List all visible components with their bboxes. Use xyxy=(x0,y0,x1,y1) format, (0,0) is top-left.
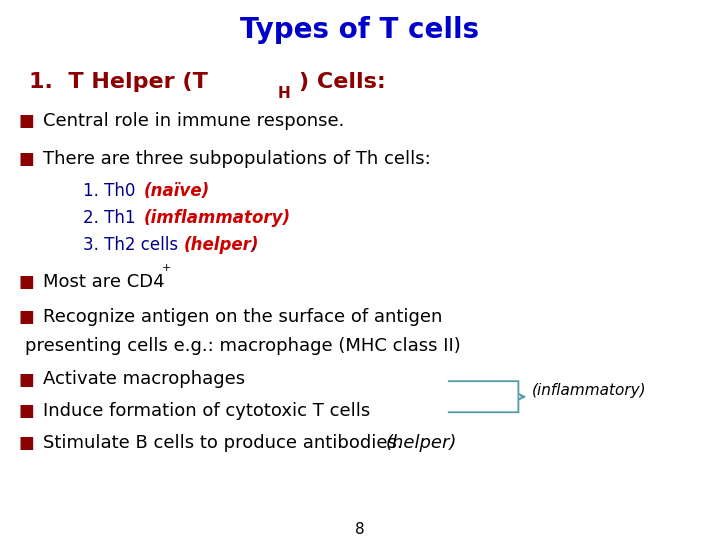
Text: ■: ■ xyxy=(18,308,34,326)
Text: (naïve): (naïve) xyxy=(144,182,210,200)
Text: ■: ■ xyxy=(18,402,34,420)
Text: H: H xyxy=(277,86,290,100)
Text: Recognize antigen on the surface of antigen: Recognize antigen on the surface of anti… xyxy=(43,308,443,326)
Text: ■: ■ xyxy=(18,150,34,168)
Text: (helper): (helper) xyxy=(184,235,259,254)
Text: 2. Th1: 2. Th1 xyxy=(83,209,140,227)
Text: 8: 8 xyxy=(355,522,365,537)
Text: 1.  T Helper (T: 1. T Helper (T xyxy=(29,72,207,92)
Text: ■: ■ xyxy=(18,112,34,131)
Text: (inflammatory): (inflammatory) xyxy=(531,383,646,399)
Text: Stimulate B cells to produce antibodies.: Stimulate B cells to produce antibodies. xyxy=(43,434,402,451)
Text: ■: ■ xyxy=(18,273,34,291)
Text: .: . xyxy=(250,235,255,254)
Text: ■: ■ xyxy=(18,370,34,388)
Text: (helper): (helper) xyxy=(386,434,457,451)
Text: Activate macrophages: Activate macrophages xyxy=(43,370,246,388)
Text: Induce formation of cytotoxic T cells: Induce formation of cytotoxic T cells xyxy=(43,402,371,420)
Text: Central role in immune response.: Central role in immune response. xyxy=(43,112,345,131)
Text: Types of T cells: Types of T cells xyxy=(240,16,480,44)
Text: +: + xyxy=(162,264,171,273)
Text: 3. Th2 cells: 3. Th2 cells xyxy=(83,235,183,254)
Text: ■: ■ xyxy=(18,434,34,451)
Text: presenting cells e.g.: macrophage (MHC class II): presenting cells e.g.: macrophage (MHC c… xyxy=(25,338,461,355)
Text: (imflammatory): (imflammatory) xyxy=(144,209,291,227)
Text: 1. Th0: 1. Th0 xyxy=(83,182,140,200)
Text: Most are CD4: Most are CD4 xyxy=(43,273,165,291)
Text: ) Cells:: ) Cells: xyxy=(299,72,385,92)
Text: There are three subpopulations of Th cells:: There are three subpopulations of Th cel… xyxy=(43,150,431,168)
